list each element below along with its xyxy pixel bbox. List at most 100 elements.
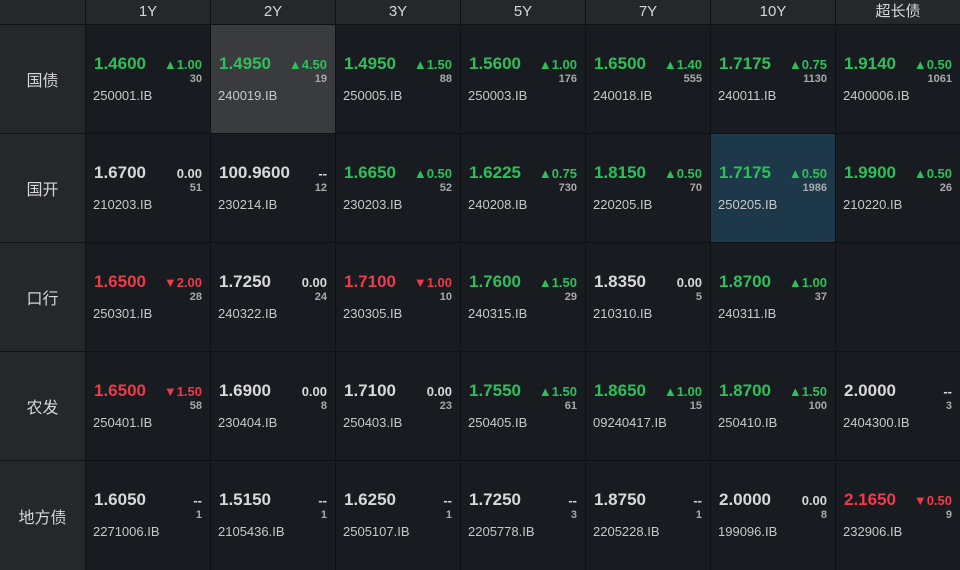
change-bp: -- [193, 493, 202, 508]
column-header[interactable]: 1Y [85, 0, 210, 24]
quote-cell[interactable]: 1.4950 ▲1.50 88 250005.IB [335, 24, 460, 133]
bond-code: 240322.IB [218, 306, 278, 321]
bond-code: 240208.IB [468, 197, 528, 212]
change-bp: 0.00 [301, 275, 327, 290]
quote-cell[interactable]: 1.4950 ▲4.50 19 240019.IB [210, 24, 335, 133]
quote-cell[interactable]: 1.8350 0.00 5 210310.IB [585, 242, 710, 351]
quote-cell[interactable]: 1.7550 ▲1.50 61 250405.IB [460, 351, 585, 460]
change-bp: ▲0.50 [413, 166, 452, 181]
quote-cell[interactable]: 1.7175 ▲0.50 1986 250205.IB [710, 133, 835, 242]
bond-code: 230404.IB [218, 415, 278, 430]
bond-code: 250205.IB [718, 197, 778, 212]
change-bp: -- [443, 493, 452, 508]
trade-volume: 555 [683, 73, 702, 85]
bond-code: 250301.IB [93, 306, 153, 321]
quote-cell[interactable]: 1.6225 ▲0.75 730 240208.IB [460, 133, 585, 242]
bond-code: 250401.IB [93, 415, 153, 430]
change-bp: -- [943, 384, 952, 399]
column-header[interactable]: 7Y [585, 0, 710, 24]
change-bp: ▲1.40 [663, 57, 702, 72]
quote-cell[interactable]: 1.6900 0.00 8 230404.IB [210, 351, 335, 460]
quote-cell[interactable]: 1.7600 ▲1.50 29 240315.IB [460, 242, 585, 351]
yield-price: 1.8350 [594, 272, 646, 291]
trade-volume: 26 [939, 182, 952, 194]
quote-cell[interactable]: 1.8750 -- 1 2205228.IB [585, 460, 710, 570]
quote-cell[interactable]: 1.6650 ▲0.50 52 230203.IB [335, 133, 460, 242]
quote-cell[interactable]: 1.6700 0.00 51 210203.IB [85, 133, 210, 242]
change-bp: ▼0.50 [913, 493, 952, 508]
quote-cell[interactable]: 1.8700 ▲1.50 100 250410.IB [710, 351, 835, 460]
bond-code: 250003.IB [468, 88, 528, 103]
change-bp: ▲0.50 [788, 166, 827, 181]
quote-cell[interactable]: 1.8150 ▲0.50 70 220205.IB [585, 133, 710, 242]
quote-cell[interactable]: 1.7250 0.00 24 240322.IB [210, 242, 335, 351]
quote-cell[interactable]: 2.0000 0.00 8 199096.IB [710, 460, 835, 570]
column-header[interactable]: 2Y [210, 0, 335, 24]
quote-cell[interactable]: 1.6050 -- 1 2271006.IB [85, 460, 210, 570]
change-bp: ▲0.50 [913, 166, 952, 181]
quote-cell[interactable]: 1.5600 ▲1.00 176 250003.IB [460, 24, 585, 133]
quote-cell[interactable]: 1.9140 ▲0.50 1061 2400006.IB [835, 24, 960, 133]
quote-cell[interactable]: 1.7100 0.00 23 250403.IB [335, 351, 460, 460]
trade-volume: 70 [689, 182, 702, 194]
quote-cell[interactable]: 1.7175 ▲0.75 1130 240011.IB [710, 24, 835, 133]
trade-volume: 1 [195, 509, 202, 521]
bond-code: 250410.IB [718, 415, 778, 430]
trade-volume: 3 [945, 400, 952, 412]
bond-code: 2205228.IB [593, 524, 660, 539]
change-bp: ▲1.00 [163, 57, 202, 72]
quote-cell[interactable]: 1.5150 -- 1 2105436.IB [210, 460, 335, 570]
bond-code: 230203.IB [343, 197, 403, 212]
column-header[interactable]: 10Y [710, 0, 835, 24]
column-header[interactable]: 5Y [460, 0, 585, 24]
bond-code: 240019.IB [218, 88, 278, 103]
quote-cell[interactable]: 100.9600 -- 12 230214.IB [210, 133, 335, 242]
column-header[interactable]: 3Y [335, 0, 460, 24]
yield-price: 2.0000 [719, 490, 771, 509]
quote-cell[interactable]: 1.6500 ▲1.40 555 240018.IB [585, 24, 710, 133]
yield-price: 1.6700 [94, 163, 146, 182]
quote-cell[interactable]: 1.7100 ▼1.00 10 230305.IB [335, 242, 460, 351]
quote-cell[interactable]: 1.9900 ▲0.50 26 210220.IB [835, 133, 960, 242]
trade-volume: 28 [189, 291, 202, 303]
yield-price: 100.9600 [219, 163, 290, 182]
quote-cell[interactable]: 2.0000 -- 3 2404300.IB [835, 351, 960, 460]
yield-price: 1.6900 [219, 381, 271, 400]
yield-price: 2.0000 [844, 381, 896, 400]
quote-cell[interactable]: 1.7250 -- 3 2205778.IB [460, 460, 585, 570]
bond-code: 09240417.IB [593, 415, 667, 430]
trade-volume: 1 [695, 509, 702, 521]
trade-volume: 1061 [927, 73, 952, 85]
change-bp: 0.00 [426, 384, 452, 399]
trade-volume: 1986 [802, 182, 827, 194]
quote-cell[interactable]: 1.6500 ▼2.00 28 250301.IB [85, 242, 210, 351]
quote-cell[interactable]: 1.8650 ▲1.00 15 09240417.IB [585, 351, 710, 460]
trade-volume: 61 [564, 400, 577, 412]
change-bp: 0.00 [176, 166, 202, 181]
quote-cell[interactable]: 1.4600 ▲1.00 30 250001.IB [85, 24, 210, 133]
yield-price: 1.7250 [219, 272, 271, 291]
bond-code: 2400006.IB [843, 88, 910, 103]
quote-cell[interactable]: 1.6250 -- 1 2505107.IB [335, 460, 460, 570]
yield-price: 1.8700 [719, 272, 771, 291]
yield-price: 1.7550 [469, 381, 521, 400]
quote-cell[interactable]: 2.1650 ▼0.50 9 232906.IB [835, 460, 960, 570]
bond-code: 240011.IB [718, 88, 777, 103]
trade-volume: 1 [320, 509, 327, 521]
column-header[interactable]: 超长债 [835, 0, 960, 24]
bond-code: 2105436.IB [218, 524, 285, 539]
bond-code: 2404300.IB [843, 415, 910, 430]
yield-price: 2.1650 [844, 490, 896, 509]
row-label: 地方债 [0, 460, 85, 570]
change-bp: ▲0.75 [538, 166, 577, 181]
quote-cell[interactable]: 1.6500 ▼1.50 58 250401.IB [85, 351, 210, 460]
bond-code: 240315.IB [468, 306, 528, 321]
trade-volume: 8 [320, 400, 327, 412]
trade-volume: 3 [570, 509, 577, 521]
trade-volume: 15 [689, 400, 702, 412]
yield-price: 1.6225 [469, 163, 521, 182]
quote-cell[interactable]: 1.8700 ▲1.00 37 240311.IB [710, 242, 835, 351]
header-corner [0, 0, 85, 24]
change-bp: -- [318, 493, 327, 508]
trade-volume: 100 [808, 400, 827, 412]
